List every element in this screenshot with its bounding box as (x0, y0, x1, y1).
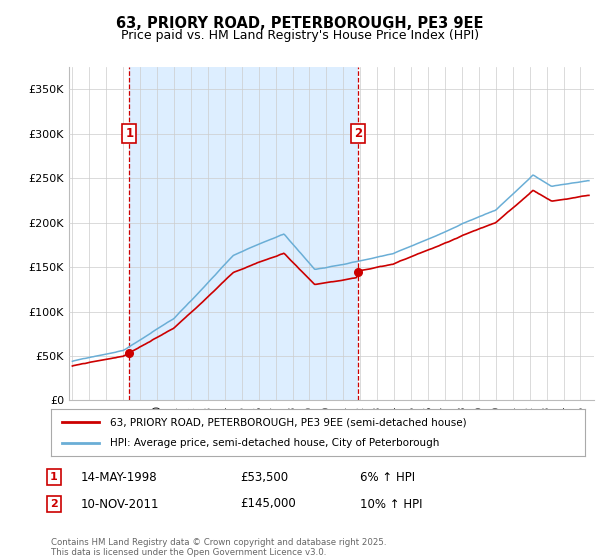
Text: HPI: Average price, semi-detached house, City of Peterborough: HPI: Average price, semi-detached house,… (110, 438, 439, 448)
Text: Price paid vs. HM Land Registry's House Price Index (HPI): Price paid vs. HM Land Registry's House … (121, 29, 479, 42)
Text: 1: 1 (50, 472, 58, 482)
Text: 2: 2 (50, 499, 58, 509)
Text: 6% ↑ HPI: 6% ↑ HPI (360, 470, 415, 484)
Text: 2: 2 (354, 127, 362, 141)
Text: 14-MAY-1998: 14-MAY-1998 (81, 470, 158, 484)
Text: £145,000: £145,000 (240, 497, 296, 511)
Text: Contains HM Land Registry data © Crown copyright and database right 2025.
This d: Contains HM Land Registry data © Crown c… (51, 538, 386, 557)
Bar (130, 67, 358, 400)
Text: 63, PRIORY ROAD, PETERBOROUGH, PE3 9EE: 63, PRIORY ROAD, PETERBOROUGH, PE3 9EE (116, 16, 484, 31)
Text: £53,500: £53,500 (240, 470, 288, 484)
Text: 10% ↑ HPI: 10% ↑ HPI (360, 497, 422, 511)
Text: 63, PRIORY ROAD, PETERBOROUGH, PE3 9EE (semi-detached house): 63, PRIORY ROAD, PETERBOROUGH, PE3 9EE (… (110, 417, 466, 427)
Text: 1: 1 (125, 127, 134, 141)
Text: 10-NOV-2011: 10-NOV-2011 (81, 497, 160, 511)
